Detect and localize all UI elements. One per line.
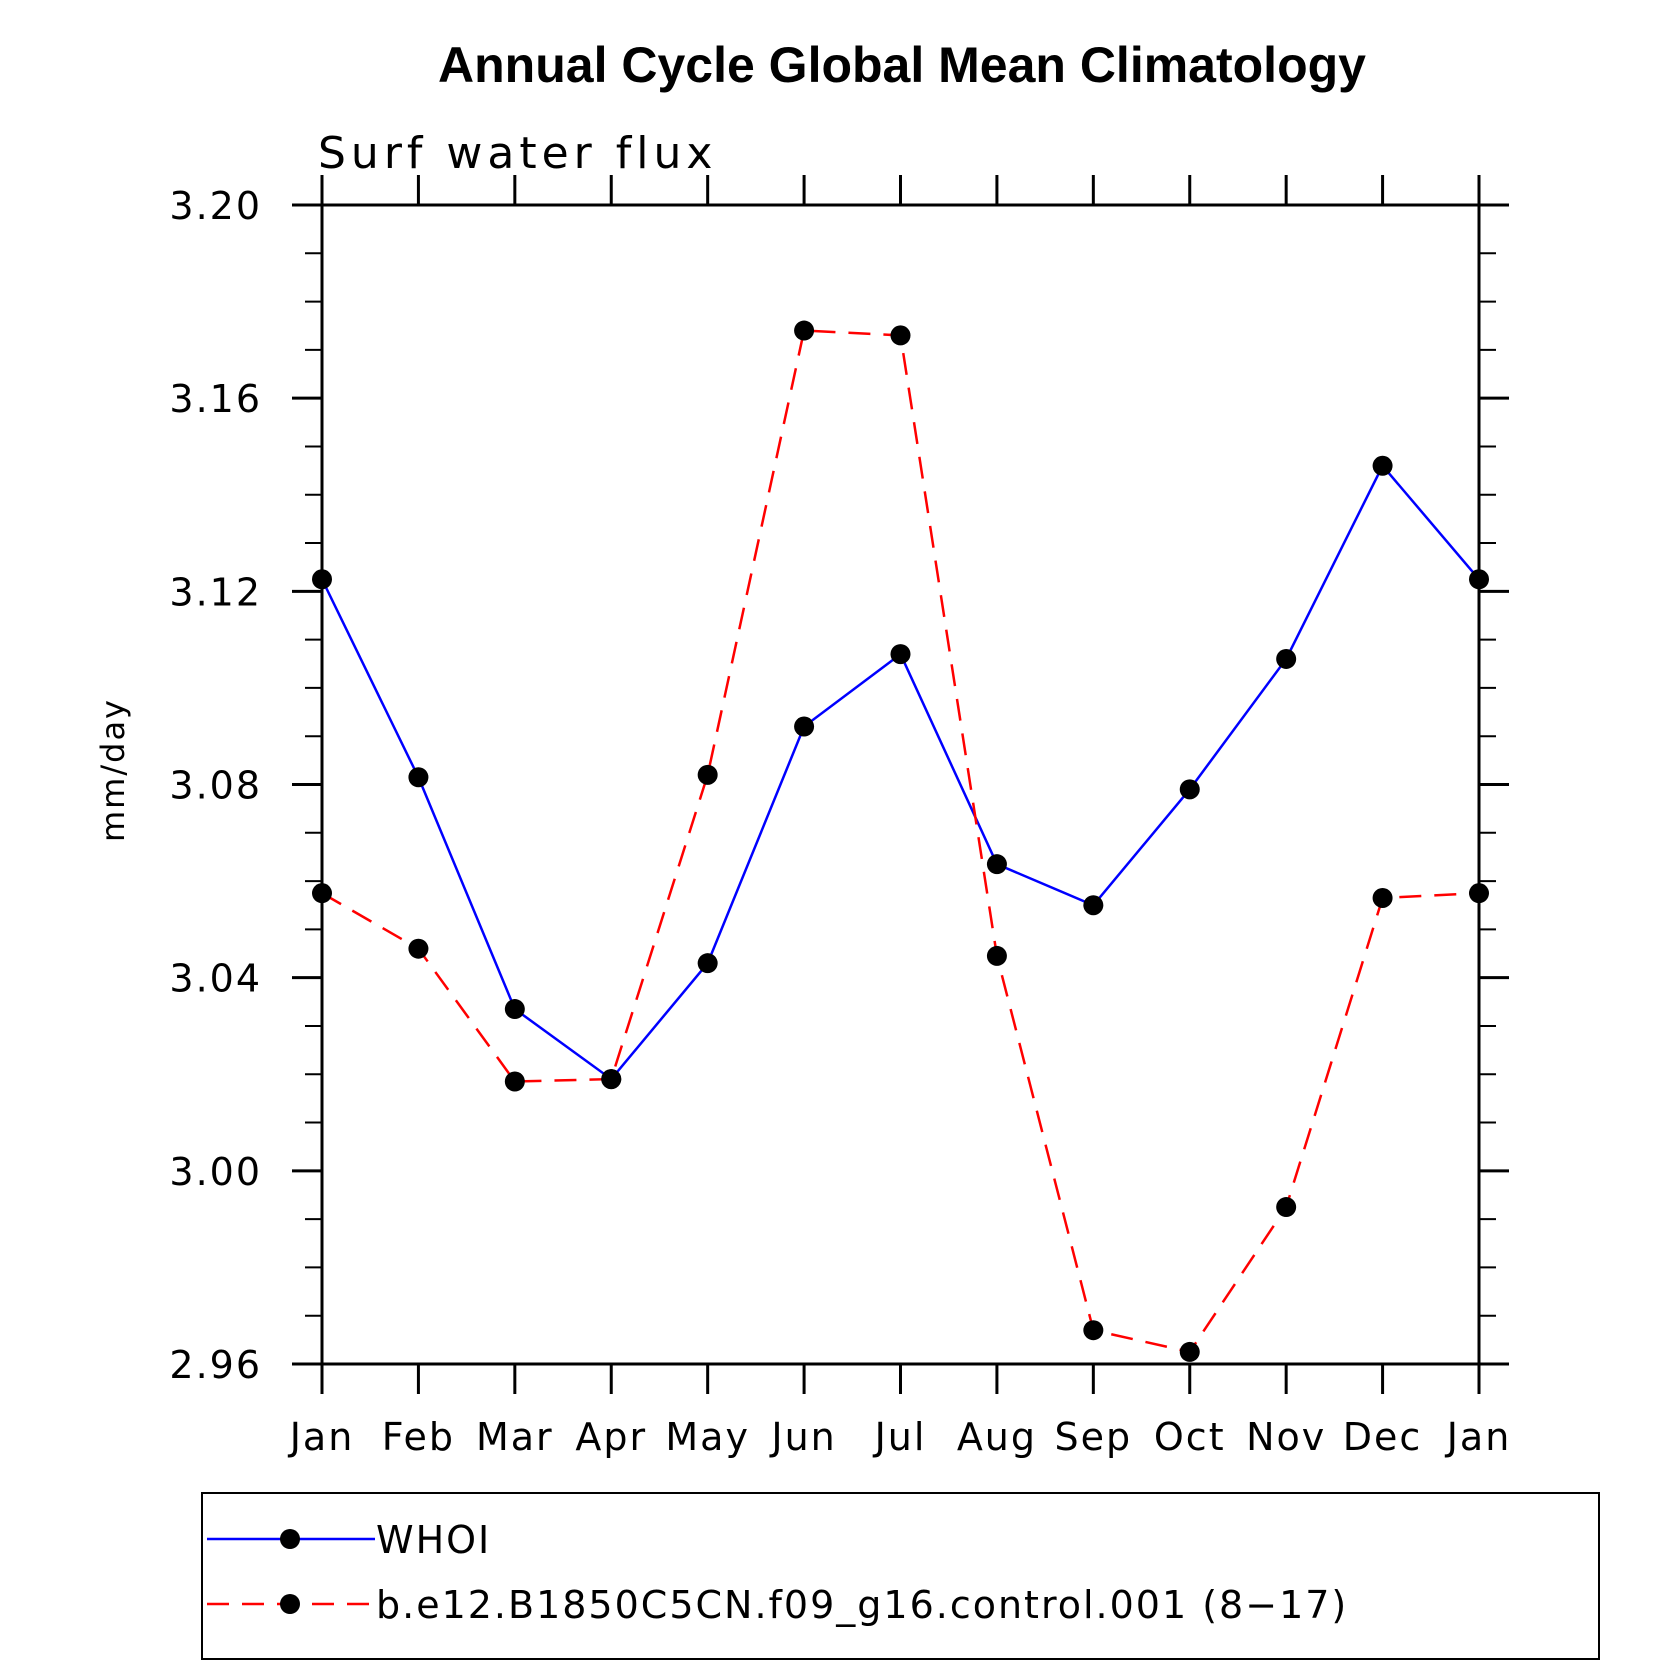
series-line-0 <box>320 463 1480 1081</box>
series-1-point <box>794 320 815 341</box>
y-tick-label: 2.96 <box>169 1343 262 1387</box>
y-tick-label: 3.12 <box>169 570 262 614</box>
plot-area: 3.20 3.16 3.12 3.08 3.04 3.00 2.96 Jan Feb Mar Apr… <box>169 175 1512 1459</box>
series-0-point <box>408 767 429 788</box>
series-0-point <box>1372 455 1393 476</box>
series-1-point <box>504 1071 525 1092</box>
series-line-1 <box>321 329 1480 1354</box>
series-0-point <box>1469 569 1489 590</box>
series-1-point <box>1179 1341 1200 1362</box>
series-1-point <box>1276 1197 1297 1218</box>
x-tick-label: Dec <box>1343 1415 1423 1459</box>
series-0-point <box>312 569 332 590</box>
series-1-point <box>986 945 1007 966</box>
x-tick-label: Nov <box>1246 1415 1326 1459</box>
x-tick-label: Jan <box>288 1415 355 1459</box>
legend-box <box>201 1492 1600 1660</box>
y-tick-label: 3.08 <box>169 764 262 808</box>
x-tick-label: Jan <box>1445 1415 1512 1459</box>
series-1-point <box>1372 887 1393 908</box>
x-tick-label: Oct <box>1154 1415 1226 1459</box>
series-1-point <box>1469 883 1489 904</box>
x-tick-label: Mar <box>476 1415 554 1459</box>
series-0-point <box>890 644 911 665</box>
series-1-point <box>697 764 718 785</box>
y-tick-label: 3.00 <box>169 1150 262 1194</box>
series-0-point <box>1083 895 1104 916</box>
x-tick-label: Jun <box>769 1415 836 1459</box>
series-0-point <box>794 716 815 737</box>
legend: WHOI b.e12.B1850C5CN.f09_g16.control.001 … <box>201 1492 1600 1660</box>
y-tick-label: 3.16 <box>169 377 262 421</box>
series-1-point <box>601 1069 622 1090</box>
plot-frame <box>320 203 1481 1366</box>
y-tick-label: 3.04 <box>169 957 262 1001</box>
series-1-point <box>312 883 332 904</box>
x-tick-label: Jul <box>873 1415 927 1459</box>
series-1-point <box>1083 1320 1104 1341</box>
legend-label-1: b.e12.B1850C5CN.f09_g16.control.001 (8−1… <box>376 1583 1348 1627</box>
series-1-point <box>408 938 429 959</box>
series-0-point <box>1276 648 1297 669</box>
series-0-point <box>1179 779 1200 800</box>
x-tick-label: May <box>665 1415 750 1459</box>
series-0-point <box>986 854 1007 875</box>
x-tick-label: Apr <box>575 1415 647 1459</box>
x-tick-label: Feb <box>382 1415 455 1459</box>
y-axis-label: mm/day <box>94 698 132 842</box>
chart-subtitle: Surf water flux <box>318 128 717 179</box>
legend-marker-0 <box>280 1529 300 1549</box>
chart-title: Annual Cycle Global Mean Climatology <box>438 37 1366 93</box>
series-0-point <box>504 999 525 1020</box>
x-tick-label: Sep <box>1055 1415 1133 1459</box>
x-tick-label: Aug <box>957 1415 1037 1459</box>
legend-marker-1 <box>280 1594 300 1614</box>
y-tick-label: 3.20 <box>169 184 262 228</box>
series-1-point <box>890 325 911 346</box>
legend-label-0: WHOI <box>376 1518 491 1562</box>
series-0-point <box>697 953 718 974</box>
